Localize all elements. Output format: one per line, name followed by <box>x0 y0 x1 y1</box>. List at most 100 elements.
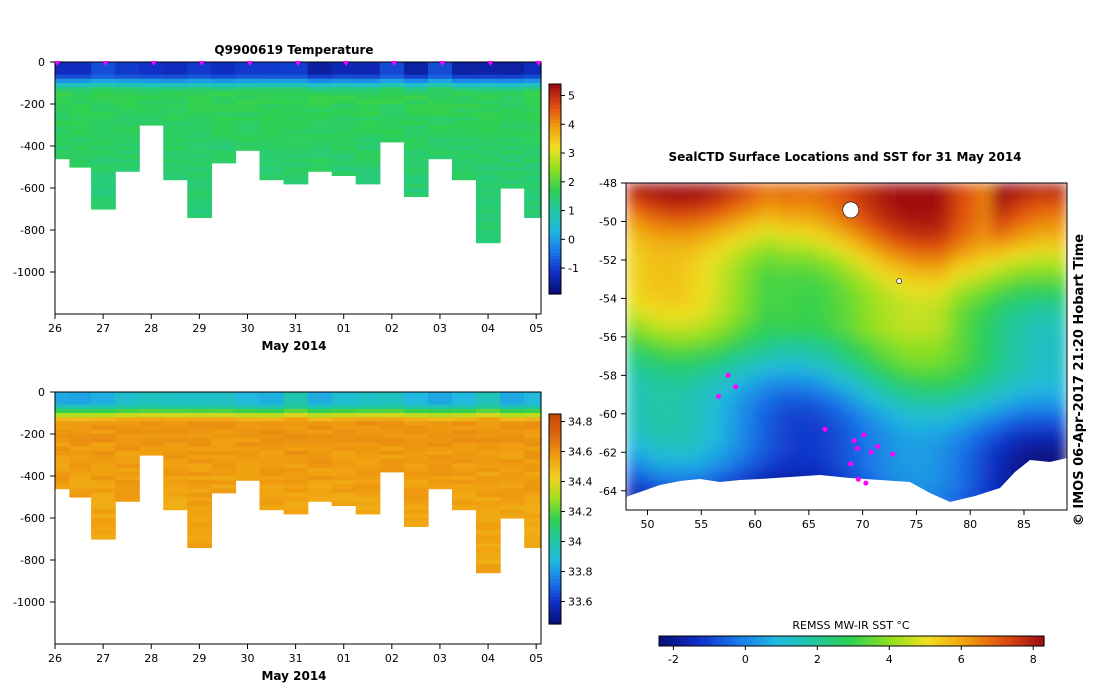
section-cell <box>307 400 333 406</box>
section-cell <box>91 137 116 143</box>
section-cell <box>55 396 70 401</box>
sst-cell <box>679 298 692 309</box>
section-cell <box>259 450 285 456</box>
section-cell <box>69 95 92 101</box>
sst-cell <box>873 269 885 280</box>
sst-cell <box>808 250 821 261</box>
sst-cell <box>927 288 939 300</box>
section-cell <box>283 91 309 97</box>
section-cell <box>476 476 501 481</box>
sst-cell <box>690 461 703 473</box>
section-cell <box>524 120 542 126</box>
profile-marker <box>487 61 494 66</box>
section-cell <box>91 200 116 206</box>
section-cell <box>259 137 285 143</box>
sst-cell <box>884 452 896 463</box>
sst-cell <box>959 183 971 194</box>
section-cell <box>69 129 92 134</box>
section-cell <box>355 95 381 101</box>
sst-cell <box>755 298 767 309</box>
sst-cell <box>787 317 799 328</box>
section-cell <box>115 396 140 401</box>
section-cell <box>55 446 70 452</box>
section-cell <box>331 471 357 477</box>
section-cell <box>163 408 188 414</box>
sst-cell <box>679 327 692 338</box>
section-cell <box>91 408 116 414</box>
section-cell <box>163 66 188 71</box>
salinity-heatmap <box>55 392 542 574</box>
x-tick-label: 26 <box>48 652 62 665</box>
sst-cell <box>927 211 939 223</box>
sst-cell <box>991 327 1004 338</box>
section-cell <box>524 429 542 435</box>
section-cell <box>259 83 285 88</box>
section-cell <box>211 463 237 469</box>
sst-cell <box>679 346 692 357</box>
section-cell <box>500 87 525 92</box>
section-cell <box>307 438 333 443</box>
sst-cell <box>819 327 832 338</box>
sst-cell <box>787 183 799 194</box>
section-cell <box>307 125 333 130</box>
section-cell <box>331 492 357 498</box>
section-cell <box>283 501 309 506</box>
section-cell <box>283 471 309 477</box>
section-cell <box>500 459 525 464</box>
section-cell <box>403 497 429 502</box>
section-cell <box>55 112 70 118</box>
section-cell <box>476 547 501 553</box>
x-tick-label: 05 <box>529 322 543 335</box>
section-cell <box>163 137 188 143</box>
section-cell <box>91 455 116 460</box>
section-cell <box>91 116 116 122</box>
section-cell <box>452 492 477 498</box>
sst-cell <box>647 433 660 444</box>
sst-cell <box>819 317 832 328</box>
sst-cell <box>884 471 896 482</box>
sst-cell <box>1002 259 1015 271</box>
sst-cell <box>1034 279 1047 290</box>
section-cell <box>91 530 116 536</box>
section-cell <box>427 459 453 464</box>
section-cell <box>476 209 501 214</box>
sst-cell <box>733 385 746 396</box>
sst-cell <box>862 259 875 271</box>
sst-cell <box>647 404 660 415</box>
section-cell <box>524 162 542 168</box>
section-cell <box>403 158 429 164</box>
y-tick-label: -800 <box>20 554 45 567</box>
colorbar-step <box>549 596 561 601</box>
section-cell <box>452 154 477 160</box>
section-cell <box>427 133 453 139</box>
sst-cell <box>981 211 993 223</box>
section-cell <box>259 158 285 164</box>
sst-cell <box>776 394 789 405</box>
sst-cell <box>808 423 821 434</box>
section-cell <box>139 62 164 67</box>
section-cell <box>476 522 501 527</box>
sst-cell <box>937 442 950 454</box>
section-cell <box>283 396 309 401</box>
section-cell <box>283 434 309 439</box>
sst-cell <box>916 240 928 252</box>
sst-cell <box>1024 269 1036 280</box>
section-cell <box>259 476 285 481</box>
sst-cell <box>830 404 842 415</box>
sst-cell <box>830 298 842 309</box>
section-cell <box>91 442 116 448</box>
sst-cell <box>1013 385 1025 396</box>
colorbar-tick-label: 34.8 <box>568 416 593 429</box>
sst-cell <box>970 471 982 482</box>
sst-cell <box>669 308 681 319</box>
section-cell <box>139 396 164 401</box>
section-cell <box>355 404 381 410</box>
sst-cell <box>894 298 907 309</box>
section-cell <box>187 526 212 532</box>
section-cell <box>69 434 92 439</box>
section-cell <box>69 154 92 160</box>
sst-cell <box>636 336 649 348</box>
colorbar-step <box>549 136 561 141</box>
section-cell <box>187 154 212 160</box>
section-cell <box>115 497 140 502</box>
